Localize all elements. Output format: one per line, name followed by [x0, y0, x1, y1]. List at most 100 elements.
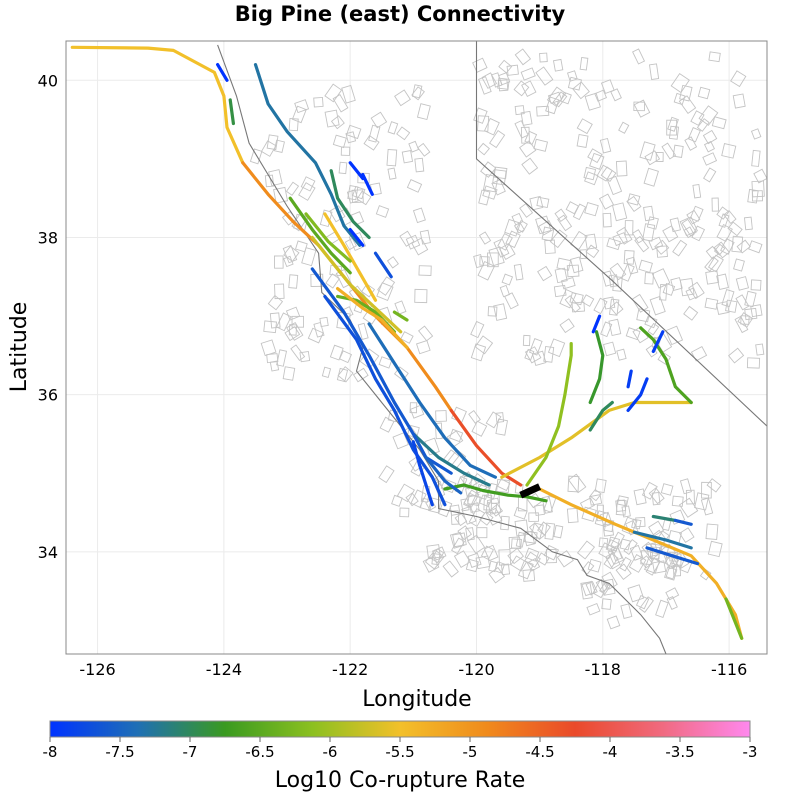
section-outline [394, 300, 407, 315]
section-outline [566, 507, 579, 524]
section-outline [341, 84, 356, 104]
fault-trace [411, 440, 434, 507]
section-outline [649, 295, 666, 316]
section-outline [584, 171, 599, 186]
section-outline [485, 507, 503, 526]
section-outline [517, 560, 534, 580]
section-outline [705, 523, 719, 540]
section-outline [461, 505, 477, 525]
section-outline [453, 550, 471, 568]
section-outline [399, 230, 415, 247]
section-outline [623, 250, 635, 265]
fault-trace [537, 487, 744, 640]
section-outline [339, 350, 353, 364]
section-outline [652, 560, 667, 574]
section-outline [607, 546, 625, 566]
fault-trace [411, 432, 491, 487]
section-outline [678, 95, 697, 114]
section-outline [473, 254, 485, 269]
section-outline [451, 537, 466, 555]
section-outline [387, 167, 397, 180]
section-outline [648, 63, 660, 81]
section-outline [627, 584, 645, 603]
fault-trace [253, 62, 362, 247]
section-outline [377, 276, 396, 296]
section-outline [638, 596, 654, 613]
section-outline [750, 304, 763, 318]
section-outline [508, 536, 521, 549]
section-outline [493, 166, 508, 180]
section-outline [479, 511, 494, 526]
section-outline [560, 277, 576, 290]
section-outline [554, 267, 568, 284]
section-outline [751, 190, 763, 202]
section-outline [687, 127, 701, 143]
section-outline [538, 220, 555, 236]
section-outline [418, 325, 434, 342]
section-outline [470, 343, 487, 362]
section-outline [609, 301, 624, 316]
section-outline [282, 366, 296, 381]
section-outline [416, 103, 431, 121]
section-outline [596, 504, 604, 522]
section-outline [325, 273, 340, 289]
section-outline [273, 255, 284, 269]
section-outline [602, 212, 612, 228]
section-outline [345, 131, 357, 144]
section-outline [319, 316, 329, 328]
section-outline [671, 495, 684, 507]
section-outline [631, 293, 649, 313]
section-outline [631, 518, 642, 530]
section-outline [606, 175, 623, 196]
section-outline [648, 520, 665, 537]
section-outline [405, 234, 421, 250]
fault-trace [288, 196, 352, 275]
section-outline [399, 507, 410, 518]
section-outline [392, 432, 409, 450]
section-outline [415, 339, 431, 355]
section-outline [396, 483, 415, 503]
section-outline [648, 487, 665, 505]
section-outline [487, 252, 499, 268]
section-outline [608, 274, 619, 288]
section-outline [521, 157, 539, 175]
section-outline [530, 522, 544, 540]
section-outline [285, 181, 300, 196]
section-outline [572, 81, 590, 100]
section-outline [307, 327, 324, 344]
section-outline [702, 129, 718, 145]
section-outline [644, 272, 655, 285]
section-outline [313, 321, 325, 338]
section-outline [463, 489, 480, 508]
section-outline [346, 124, 362, 140]
section-outline [564, 295, 581, 313]
plot-area [70, 41, 767, 654]
section-outline [624, 220, 634, 236]
section-outline [567, 473, 587, 494]
section-outline [406, 179, 423, 193]
section-outline [483, 117, 500, 136]
section-outline [721, 288, 735, 308]
section-outline [554, 208, 568, 223]
fault-trace [310, 235, 403, 334]
colorbar-tick-label: -3 [743, 743, 758, 761]
section-outline [288, 274, 299, 289]
section-outline [321, 366, 332, 378]
colorbar-tick-label: -4.5 [525, 743, 554, 761]
section-outline [600, 79, 615, 95]
section-outline [601, 270, 615, 287]
section-outline [743, 216, 753, 231]
section-outline [427, 497, 442, 514]
fault-trace [626, 369, 633, 389]
section-outline [744, 290, 757, 308]
section-outline [692, 184, 702, 199]
section-outline [476, 527, 488, 539]
section-outline [608, 318, 622, 337]
fault-trace [443, 483, 548, 503]
section-outline [643, 167, 659, 187]
section-outline [665, 562, 679, 580]
section-outline [697, 86, 711, 100]
section-outline [618, 121, 630, 134]
section-outline [579, 249, 588, 260]
